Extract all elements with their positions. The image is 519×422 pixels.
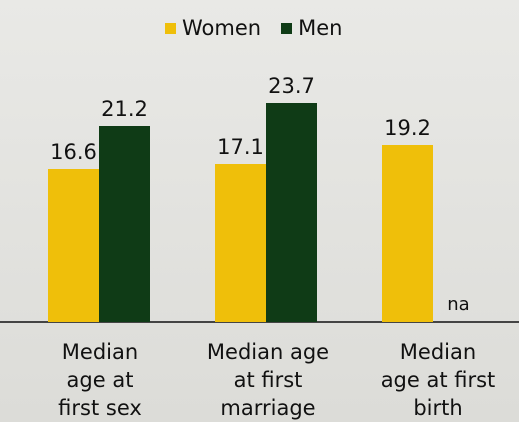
value-label: 16.6 (50, 139, 97, 164)
bar (215, 163, 266, 322)
bar (99, 126, 150, 322)
category-label: Median age at first marriage (206, 340, 330, 420)
value-label: 19.2 (384, 115, 431, 140)
value-label: 23.7 (268, 74, 315, 98)
value-label: 21.2 (101, 97, 148, 122)
baseline (0, 321, 519, 323)
legend-label: Men (298, 16, 343, 40)
value-label: 17.1 (217, 134, 264, 159)
legend-swatch (165, 22, 176, 34)
bar (266, 103, 317, 322)
category-label: Median age at first birth (380, 340, 496, 420)
legend-swatch (281, 22, 293, 34)
bar (382, 144, 433, 322)
category-label: Median age at first sex (58, 340, 142, 420)
value-label: na (447, 294, 470, 315)
legend-label: Women (182, 16, 262, 40)
legend: Women Men (165, 16, 342, 40)
bar (48, 168, 99, 322)
